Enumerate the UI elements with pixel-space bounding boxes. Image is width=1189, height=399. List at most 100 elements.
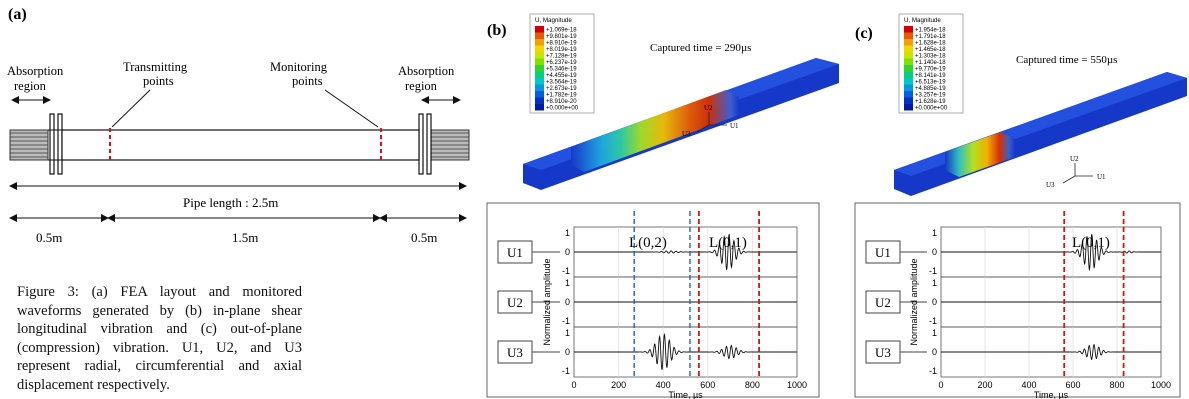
panel-b-label: (b): [487, 22, 507, 39]
y-tick-label: -1: [562, 266, 570, 276]
y-tick-label: 1: [565, 328, 570, 338]
legend-value: +1.791e-18: [915, 34, 946, 40]
x-tick-label: 200: [977, 380, 992, 390]
x-tick-label: 200: [611, 380, 626, 390]
axis-u3-b: U3: [682, 130, 691, 138]
captured-time-b: Captured time = 290µs: [650, 42, 751, 54]
monitoring-line2: points: [292, 74, 323, 88]
y-tick-label: -1: [929, 366, 937, 376]
x-tick-label: 1000: [1151, 380, 1171, 390]
legend-value: +3.564e-19: [546, 80, 577, 86]
y-tick-label: 1: [565, 228, 570, 238]
legend-swatch: [535, 58, 544, 65]
row-label-u3: U3: [507, 345, 523, 360]
absorption-left-line2: region: [14, 79, 47, 93]
legend-swatch: [904, 97, 913, 104]
legend-value: +7.128e-19: [546, 54, 577, 60]
transmitting-line1: Transmitting: [123, 60, 188, 74]
y-tick-label: -1: [929, 316, 937, 326]
legend-swatch: [904, 39, 913, 46]
legend-swatch: [535, 71, 544, 78]
x-tick-label: 400: [1021, 380, 1036, 390]
y-tick-label: -1: [562, 366, 570, 376]
x-tick-label: 0: [571, 380, 576, 390]
legend-value: +8.019e-19: [546, 47, 577, 53]
legend-value: +1.628e-18: [915, 41, 946, 47]
legend-value: +1.954e-18: [915, 28, 946, 34]
x-tick-label: 800: [1109, 380, 1124, 390]
legend-swatch: [904, 52, 913, 59]
legend-swatch: [904, 58, 913, 65]
y-tick-label: -1: [562, 316, 570, 326]
legend-c-title: U, Magnitude: [904, 17, 941, 24]
segment-3-label: 0.5m: [411, 230, 437, 245]
legend-swatch: [535, 32, 544, 39]
x-axis-label: Time, µs: [1034, 390, 1069, 399]
legend-value: +4.455e-19: [546, 73, 577, 79]
legend-swatch: [904, 26, 913, 33]
x-tick-label: 800: [745, 380, 760, 390]
legend-value: +1.628e-19: [915, 99, 946, 105]
legend-value: +1.303e-18: [915, 54, 946, 60]
legend-value: +0.000e+00: [915, 106, 948, 112]
legend-value: +9.770e-19: [915, 67, 946, 73]
mode-annotation: L(0,1): [709, 235, 747, 251]
y-axis-label: Normalized amplitude: [909, 258, 919, 345]
y-tick-label: 1: [932, 328, 937, 338]
legend-value: +1.140e-18: [915, 60, 946, 66]
mode-annotation: L(0,2): [629, 235, 667, 251]
legend-value: +6.513e-19: [915, 80, 946, 86]
transmitting-line2: points: [143, 74, 174, 88]
pipe: [61, 129, 420, 161]
axis-u1-b: U1: [730, 122, 739, 130]
x-tick-label: 0: [938, 380, 943, 390]
panel-c-figure: (c) U, Magnitude +1.954e-18+1.791e-18+1.…: [854, 13, 1187, 399]
absorption-left-line1: Absorption: [7, 64, 64, 78]
legend-value: +1.465e-18: [915, 47, 946, 53]
row-label-u3: U3: [875, 345, 891, 360]
row-label-u2: U2: [507, 295, 523, 310]
legend-swatch: [535, 84, 544, 91]
legend-value: +2.673e-19: [546, 86, 577, 92]
panel-a-diagram: (a) Absorption region Absorption region …: [7, 6, 470, 245]
legend-value: +0.000e+00: [546, 106, 579, 112]
axis-u2-b: U2: [704, 104, 713, 112]
y-tick-label: 1: [932, 228, 937, 238]
y-tick-label: 1: [932, 278, 937, 288]
legend-value: +8.910e-19: [546, 41, 577, 47]
y-tick-label: 0: [932, 247, 937, 257]
segment-2-label: 1.5m: [232, 230, 258, 245]
segment-1-label: 0.5m: [36, 230, 62, 245]
mode-annotation: L(0,1): [1072, 235, 1110, 251]
legend-swatch: [904, 78, 913, 85]
legend-swatch: [904, 32, 913, 39]
y-tick-label: 0: [932, 297, 937, 307]
x-axis-label: Time, µs: [668, 390, 703, 399]
legend-value: +6.237e-19: [546, 60, 577, 66]
panel-a-label: (a): [8, 6, 27, 23]
panel-c-label: (c): [855, 25, 873, 42]
legend-b-title: U, Magnitude: [535, 17, 572, 24]
panel-b-figure: (b) U, Magnitude +1.069e-18+9.801e-19+8.…: [486, 13, 839, 399]
axis-u1-c: U1: [1097, 173, 1106, 181]
legend-swatch: [535, 78, 544, 85]
pipe-length-label: Pipe length : 2.5m: [183, 195, 278, 210]
legend-value: +3.257e-19: [915, 93, 946, 99]
legend-swatch: [904, 45, 913, 52]
figure-caption: Figure 3: (a) FEA layout and monitored w…: [17, 284, 302, 393]
legend-value: +1.069e-18: [546, 28, 577, 34]
y-axis-label: Normalized amplitude: [542, 258, 552, 345]
row-label-u1: U1: [875, 245, 891, 260]
legend-swatch: [904, 104, 913, 111]
legend-swatch: [904, 91, 913, 98]
legend-value: +8.910e-20: [546, 99, 577, 105]
legend-value: +1.782e-19: [546, 93, 577, 99]
x-tick-label: 1000: [787, 380, 807, 390]
absorption-right-line1: Absorption: [398, 64, 455, 78]
absorption-block-left: [9, 129, 49, 161]
absorption-block-right: [430, 129, 470, 161]
monitoring-line1: Monitoring: [270, 60, 328, 74]
legend-value: +8.141e-19: [915, 73, 946, 79]
legend-swatch: [535, 97, 544, 104]
legend-swatch: [535, 26, 544, 33]
